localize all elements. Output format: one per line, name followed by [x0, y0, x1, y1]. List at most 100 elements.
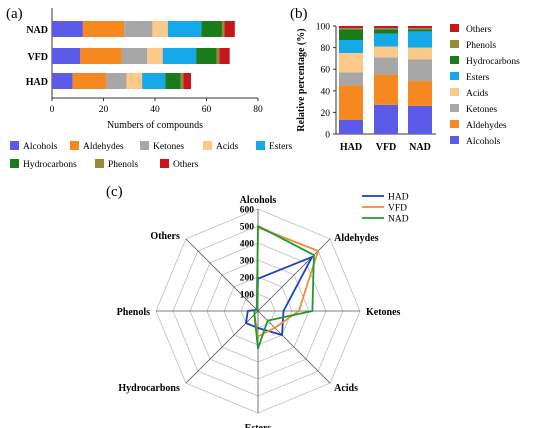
chart-a-legend-swatch-aldehydes — [70, 141, 79, 150]
chart-b-bar-had-others — [339, 26, 363, 29]
chart-b-bar-had-ketones — [339, 72, 363, 86]
chart-c-axis-labels: Alcohols Aldehydes Ketones Acids Esters Hydro… — [117, 195, 401, 428]
chart-a-bar-had-phenols — [180, 73, 184, 89]
chart-b-category-label: HAD — [340, 142, 362, 153]
chart-b-legend-swatch-ketones — [450, 104, 459, 112]
chart-b-bar-vfd-ketones — [374, 57, 398, 75]
chart-a-bar-nad-ketones — [124, 21, 153, 37]
chart-a-legend-label-acids: Acids — [216, 142, 238, 152]
chart-a-legend-swatch-acids — [203, 141, 212, 150]
chart-b-y-tick-label: 100 — [316, 23, 331, 33]
chart-a-category-label: HAD — [26, 77, 48, 88]
chart-b-y-label: Relative percentage (%) — [296, 28, 307, 131]
chart-c-r-tick-label: 500 — [240, 223, 255, 233]
chart-b-bar-nad-ketones — [408, 59, 432, 82]
chart-b-y-tick-label: 20 — [321, 109, 331, 119]
chart-a-x-tick-label: 0 — [50, 105, 55, 115]
chart-b-legend-label-ketones: Ketones — [466, 105, 497, 115]
chart-b-legend-swatch-others — [450, 24, 459, 32]
chart-b-ticks: HAD VFD NAD 0 20 40 60 80 100 — [316, 23, 431, 154]
chart-a-legend-swatch-ketones — [140, 141, 149, 150]
chart-a-bar-nad-hydrocarbons — [201, 21, 222, 37]
chart-c-series-vfd — [253, 226, 320, 338]
chart-c-r-tick-label: 600 — [240, 206, 255, 216]
chart-a-bars — [52, 21, 235, 89]
chart-c-legend-label-nad: NAD — [388, 215, 409, 225]
chart-a-legend-label-ketones: Ketones — [153, 142, 184, 152]
chart-b-legend-label-acids: Acids — [466, 89, 488, 99]
chart-a-bar-had-aldehydes — [72, 73, 107, 89]
chart-b-bar-nad-hydrocarbons — [408, 29, 432, 32]
chart-a-legend-swatch-hydrocarbons — [10, 159, 19, 168]
chart-c-axis-label-acids: Acids — [334, 383, 358, 394]
chart-a-bar-nad-phenols — [221, 21, 225, 37]
chart-a-bar-vfd-others — [219, 48, 230, 64]
chart-a-x-tick-label: 80 — [253, 105, 263, 115]
chart-c-series-had — [245, 256, 313, 336]
chart-a-legend-label-hydrocarbons: Hydrocarbons — [23, 160, 77, 170]
chart-b-bar-nad-acids — [408, 47, 432, 60]
chart-a-legend: Alcohols Aldehydes Ketones Acids Esters Hydro… — [10, 141, 293, 170]
chart-a-bar-had-alcohols — [52, 73, 73, 89]
chart-a-bar-nad-acids — [152, 21, 168, 37]
chart-b-category-label: VFD — [376, 142, 397, 153]
chart-b-y-tick-label: 40 — [321, 87, 331, 97]
chart-b-bar-had-acids — [339, 53, 363, 73]
chart-b-stacked-column: HAD VFD NAD 0 20 40 60 80 100 Relative percentag… — [296, 23, 520, 154]
chart-a-bar-vfd-alcohols — [52, 48, 81, 64]
panel-label-a: (a) — [6, 6, 23, 22]
chart-c-spoke — [257, 310, 331, 384]
chart-c-legend-label-vfd: VFD — [388, 204, 407, 214]
chart-c-r-tick-label: 400 — [240, 240, 255, 250]
chart-b-bar-vfd-others — [374, 26, 398, 29]
chart-a-legend-swatch-esters — [256, 141, 265, 150]
chart-c-r-tick-label: 200 — [240, 274, 255, 284]
chart-b-legend-swatch-phenols — [450, 40, 459, 48]
chart-b-bar-vfd-alcohols — [374, 104, 398, 134]
chart-a-bar-vfd-hydrocarbons — [196, 48, 217, 64]
chart-c-radar: 100 200 300 400 500 600 Alcohols Aldehydes Keto… — [117, 193, 409, 428]
chart-c-axis-label-aldehydes: Aldehydes — [334, 233, 379, 244]
chart-a-ticks: NAD VFD HAD 0 20 40 60 80 — [26, 25, 263, 115]
chart-a-legend-label-others: Others — [173, 160, 199, 170]
chart-b-legend-label-esters: Esters — [466, 73, 490, 83]
chart-c-axis-label-others: Others — [150, 231, 180, 242]
chart-a-x-label: Numbers of compounds — [107, 120, 203, 131]
chart-a-x-tick-label: 60 — [202, 105, 212, 115]
chart-c-series-nad — [253, 225, 315, 350]
chart-b-legend-swatch-esters — [450, 72, 459, 80]
chart-a-bar-had-acids — [126, 73, 143, 89]
chart-b-legend-label-others: Others — [466, 25, 492, 35]
chart-b-bar-had-alcohols — [339, 119, 363, 134]
chart-c-axis-label-alcohols: Alcohols — [240, 195, 277, 206]
chart-b-legend-label-hydrocarbons: Hydrocarbons — [466, 57, 520, 67]
chart-a-legend-label-alcohols: Alcohols — [23, 142, 58, 152]
chart-a-bar-nad-aldehydes — [82, 21, 125, 37]
chart-b-bar-nad-phenols — [408, 28, 432, 30]
chart-c-axis-label-phenols: Phenols — [117, 307, 150, 318]
chart-a-bar-nad-esters — [167, 21, 202, 37]
chart-a-bar-nad-others — [224, 21, 235, 37]
chart-a-legend-swatch-phenols — [95, 159, 104, 168]
chart-c-r-tick-label: 100 — [240, 291, 255, 301]
chart-b-legend-label-phenols: Phenols — [466, 41, 496, 51]
chart-a-bar-vfd-acids — [147, 48, 163, 64]
chart-b-legend-swatch-aldehydes — [450, 120, 459, 128]
chart-a-bar-had-esters — [142, 73, 166, 89]
chart-b-bar-had-phenols — [339, 28, 363, 30]
chart-b-bar-vfd-hydrocarbons — [374, 29, 398, 34]
chart-c-axis-label-esters: Esters — [245, 423, 272, 428]
chart-b-bar-had-esters — [339, 40, 363, 53]
chart-b-legend-label-aldehydes: Aldehydes — [466, 121, 507, 131]
panel-label-b: (b) — [290, 6, 308, 22]
chart-b-bar-vfd-acids — [374, 46, 398, 58]
chart-a-category-label: NAD — [26, 25, 48, 36]
chart-c-spoke — [185, 310, 259, 384]
chart-a-legend-swatch-alcohols — [10, 141, 19, 150]
chart-a-legend-swatch-others — [160, 159, 169, 168]
chart-a-bar-had-others — [183, 73, 192, 89]
chart-b-bar-vfd-phenols — [374, 28, 398, 30]
